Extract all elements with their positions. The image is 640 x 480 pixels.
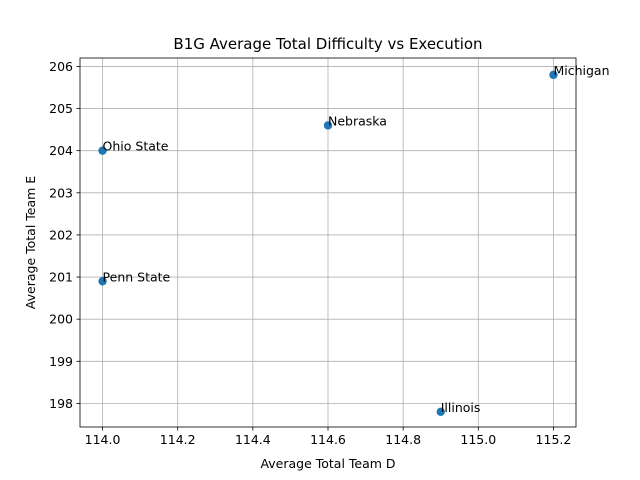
y-tick-label: 202 bbox=[49, 227, 73, 242]
x-tick-label: 115.2 bbox=[536, 432, 572, 447]
point-label: Nebraska bbox=[328, 113, 387, 128]
x-tick-label: 114.6 bbox=[310, 432, 346, 447]
data-point bbox=[98, 277, 107, 286]
x-tick-label: 114.4 bbox=[235, 432, 271, 447]
data-point bbox=[323, 121, 333, 130]
point-label: Penn State bbox=[103, 269, 171, 284]
x-axis-label: Average Total Team D bbox=[260, 456, 395, 471]
y-tick-label: 206 bbox=[49, 59, 73, 74]
y-tick-label: 199 bbox=[49, 354, 73, 369]
data-point bbox=[98, 146, 107, 155]
y-tick-label: 204 bbox=[49, 143, 73, 158]
y-tick-label: 203 bbox=[49, 185, 73, 200]
y-tick-label: 198 bbox=[49, 396, 73, 411]
grid bbox=[80, 58, 576, 427]
chart-title: B1G Average Total Difficulty vs Executio… bbox=[173, 35, 482, 53]
point-label: Michigan bbox=[553, 63, 609, 78]
data-point bbox=[436, 407, 445, 417]
y-tick-label: 201 bbox=[49, 270, 73, 285]
y-tick-label: 200 bbox=[49, 312, 73, 327]
x-tick-label: 114.0 bbox=[85, 432, 121, 447]
point-label: Illinois bbox=[441, 400, 481, 415]
x-tick-label: 114.8 bbox=[385, 432, 421, 447]
y-axis-label: Average Total Team E bbox=[23, 176, 38, 309]
data-point bbox=[549, 70, 558, 80]
point-label: Ohio State bbox=[103, 139, 169, 154]
x-tick-label: 114.2 bbox=[160, 432, 196, 447]
axis-ticks: 114.0 114.2 114.4 114.6 114.8 115.0 115.2 198 19… bbox=[49, 59, 571, 447]
data-points: Ohio State Penn State Nebraska Illinois Mich… bbox=[98, 63, 610, 417]
x-tick-label: 115.0 bbox=[460, 432, 496, 447]
y-tick-label: 205 bbox=[49, 101, 73, 116]
